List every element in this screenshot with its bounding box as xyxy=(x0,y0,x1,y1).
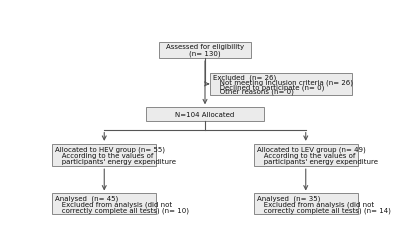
Text: Analysed  (n= 45): Analysed (n= 45) xyxy=(56,195,119,201)
Text: Excluded from analysis (did not: Excluded from analysis (did not xyxy=(56,201,172,207)
Text: Analysed  (n= 35): Analysed (n= 35) xyxy=(257,195,320,201)
Text: Excluded  (n= 26): Excluded (n= 26) xyxy=(213,74,276,81)
FancyBboxPatch shape xyxy=(146,108,264,121)
Text: Allocated to LEV group (n= 49): Allocated to LEV group (n= 49) xyxy=(257,146,366,152)
Text: N=104 Allocated: N=104 Allocated xyxy=(175,112,235,118)
Text: participants' energy expenditure: participants' energy expenditure xyxy=(56,159,176,165)
FancyBboxPatch shape xyxy=(210,73,352,96)
Text: correctly complete all tests) (n= 10): correctly complete all tests) (n= 10) xyxy=(56,206,190,213)
FancyBboxPatch shape xyxy=(254,194,358,214)
FancyBboxPatch shape xyxy=(254,144,358,167)
Text: Declined to participate (n= 0): Declined to participate (n= 0) xyxy=(213,84,324,90)
Text: Allocated to HEV group (n= 55): Allocated to HEV group (n= 55) xyxy=(56,146,166,152)
Text: Other reasons (n= 0): Other reasons (n= 0) xyxy=(213,88,294,95)
FancyBboxPatch shape xyxy=(158,42,252,59)
Text: Not meeting inclusion criteria (n= 26): Not meeting inclusion criteria (n= 26) xyxy=(213,79,353,85)
Text: According to the values of: According to the values of xyxy=(56,152,154,159)
Text: (n= 130): (n= 130) xyxy=(189,51,221,57)
Text: Excluded from analysis (did not: Excluded from analysis (did not xyxy=(257,201,374,207)
Text: Assessed for eligibility: Assessed for eligibility xyxy=(166,44,244,50)
Text: correctly complete all tests) (n= 14): correctly complete all tests) (n= 14) xyxy=(257,206,391,213)
Text: According to the values of: According to the values of xyxy=(257,152,355,159)
FancyBboxPatch shape xyxy=(52,144,156,167)
Text: participants' energy expenditure: participants' energy expenditure xyxy=(257,159,378,165)
FancyBboxPatch shape xyxy=(52,194,156,214)
